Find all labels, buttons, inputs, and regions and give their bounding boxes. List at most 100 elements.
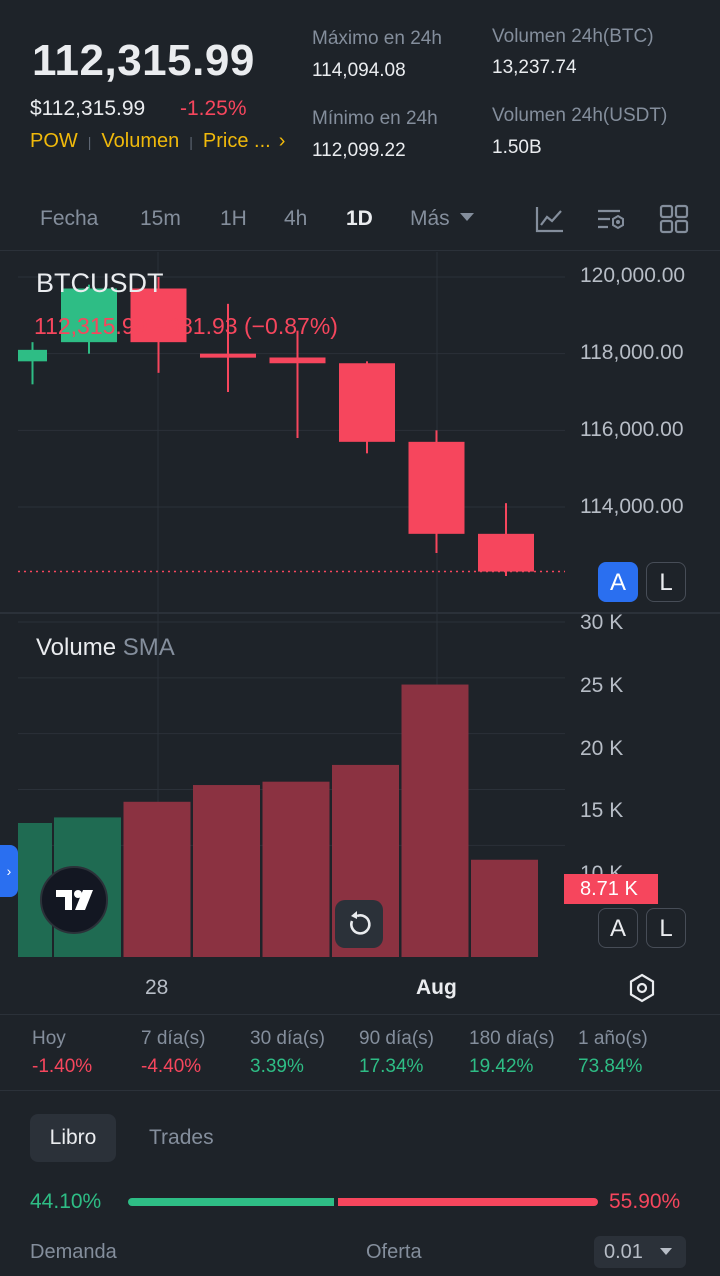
candle-body [478, 533, 534, 572]
perf-value: 19.42% [469, 1056, 534, 1077]
ask-column-header: Oferta [366, 1241, 422, 1263]
high-24h-value: 114,094.08 [312, 60, 406, 81]
price-auto-scale-button[interactable]: A [598, 562, 638, 602]
perf-label: 30 día(s) [250, 1028, 325, 1049]
volume-sma-label: SMA [122, 634, 175, 661]
bid-column-header: Demanda [30, 1241, 117, 1263]
bid-percent: 44.10% [30, 1190, 102, 1213]
volume-bar [401, 684, 469, 957]
tag-separator: | [189, 133, 193, 150]
tag-pow[interactable]: POW [30, 130, 78, 152]
expand-panel-tab[interactable]: › [0, 845, 18, 897]
chart-symbol: BTCUSDT [36, 268, 164, 298]
candle-body [269, 357, 326, 364]
ask-percent: 55.90% [609, 1190, 681, 1213]
reset-chart-button[interactable] [335, 900, 383, 948]
tradingview-icon [56, 890, 93, 910]
perf-today: Hoy -1.40% [32, 1028, 92, 1078]
tab-fecha[interactable]: Fecha [40, 207, 99, 230]
price-step-select[interactable]: 0.01 [594, 1236, 686, 1268]
perf-label: 7 día(s) [141, 1028, 206, 1049]
price-tick: 114,000.00 [580, 495, 684, 518]
perf-90d: 90 día(s) 17.34% [359, 1028, 434, 1078]
reset-icon [350, 911, 371, 935]
tab-1d[interactable]: 1D [346, 207, 373, 230]
perf-180d: 180 día(s) 19.42% [469, 1028, 555, 1078]
price-log-scale-button[interactable]: L [646, 562, 686, 602]
price-step-value: 0.01 [604, 1241, 643, 1263]
divider [0, 1090, 720, 1091]
volume-usdt-value: 1.50B [492, 137, 542, 158]
tab-trades[interactable]: Trades [149, 1126, 214, 1149]
price-tick: 116,000.00 [580, 418, 684, 441]
candle-body [339, 363, 395, 442]
tag-volume[interactable]: Volumen [101, 130, 180, 152]
candle-body [61, 288, 117, 343]
perf-value: -4.40% [141, 1056, 202, 1077]
divider [0, 1014, 720, 1015]
low-24h-label: Mínimo en 24h [312, 108, 438, 129]
tab-order-book[interactable]: Libro [30, 1114, 116, 1162]
perf-30d: 30 día(s) 3.39% [250, 1028, 325, 1078]
indicator-settings-icon[interactable] [596, 203, 628, 235]
tradingview-logo[interactable] [40, 866, 108, 934]
perf-7d: 7 día(s) -4.40% [141, 1028, 205, 1078]
caret-down-icon [660, 1248, 672, 1255]
tab-1h[interactable]: 1H [220, 207, 247, 230]
tag-separator: | [87, 133, 92, 150]
chart-settings-icon[interactable] [626, 972, 658, 1004]
volume-auto-scale-button[interactable]: A [598, 908, 638, 948]
candle-body [130, 288, 187, 343]
price-change-percent: -1.25% [180, 97, 247, 120]
date-axis-label: 28 [145, 976, 169, 999]
volume-tick: 30 K [580, 611, 624, 634]
tab-4h[interactable]: 4h [284, 207, 308, 230]
price-tick: 120,000.00 [580, 264, 686, 287]
tab-more[interactable]: Más [410, 207, 450, 230]
volume-btc-label: Volumen 24h(BTC) [492, 26, 654, 47]
perf-label: 180 día(s) [469, 1028, 555, 1049]
price-tick: 118,000.00 [580, 341, 684, 364]
line-chart-icon[interactable] [534, 203, 566, 235]
candle-body [200, 353, 256, 358]
caret-down-icon[interactable] [460, 213, 474, 221]
perf-label: 1 año(s) [578, 1028, 648, 1049]
volume-title: Volume SMA [36, 634, 175, 662]
perf-label: 90 día(s) [359, 1028, 434, 1049]
tag-price[interactable]: Price ... [202, 130, 271, 152]
perf-label: Hoy [32, 1028, 66, 1049]
volume-tick: 20 K [580, 737, 624, 760]
high-24h-label: Máximo en 24h [312, 28, 442, 49]
ask-ratio-bar [338, 1198, 598, 1206]
grid-layout-icon[interactable] [658, 203, 690, 235]
volume-last-tag: 8.71 K [564, 874, 658, 904]
volume-bar [123, 801, 191, 957]
perf-value: 17.34% [359, 1056, 424, 1077]
chart-ohlc-summary: 112,315.99 −981.93 (−0.87%) [34, 313, 338, 339]
tab-15m[interactable]: 15m [140, 207, 181, 230]
volume-label: Volume [36, 634, 117, 661]
volume-bar [471, 859, 538, 957]
bid-ratio-bar [128, 1198, 334, 1206]
last-price-fiat: $112,315.99 [30, 97, 146, 120]
volume-usdt-label: Volumen 24h(USDT) [492, 105, 668, 126]
low-24h-value: 112,099.22 [312, 140, 406, 161]
volume-tick: 10 K [580, 862, 624, 874]
last-price: 112,315.99 [32, 36, 255, 85]
divider [0, 250, 720, 251]
volume-bar [262, 781, 330, 957]
candle-body [408, 441, 465, 534]
chevron-right-icon[interactable]: › [278, 130, 286, 152]
volume-tick: 25 K [580, 674, 624, 697]
perf-value: 3.39% [250, 1056, 304, 1077]
date-axis-label: Aug [416, 976, 457, 999]
volume-btc-value: 13,237.74 [492, 57, 577, 78]
perf-value: 73.84% [578, 1056, 643, 1077]
volume-tick: 15 K [580, 799, 624, 822]
volume-log-scale-button[interactable]: L [646, 908, 686, 948]
tag-row: POW | Volumen | Price ... › [30, 130, 285, 153]
volume-bar [193, 785, 260, 957]
perf-1y: 1 año(s) 73.84% [578, 1028, 648, 1078]
candle-body [18, 349, 47, 362]
